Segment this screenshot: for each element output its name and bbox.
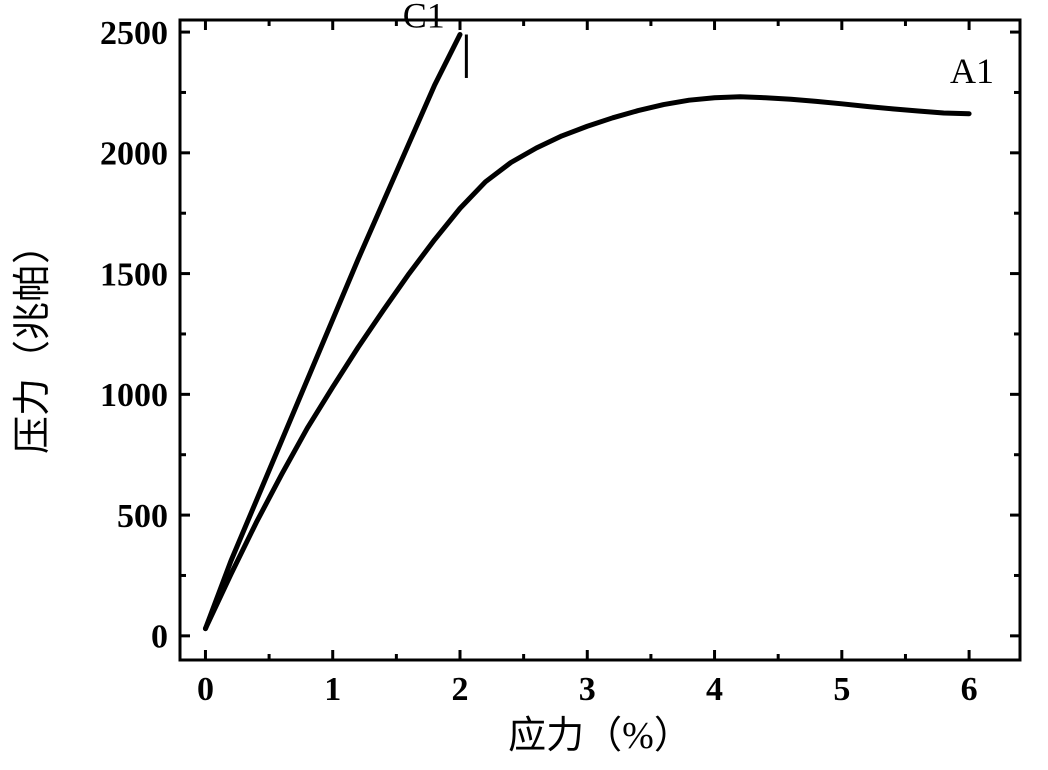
x-tick-label: 1 — [324, 671, 341, 708]
x-tick-label: 0 — [197, 671, 214, 708]
y-tick-label: 500 — [117, 498, 168, 535]
x-axis-label: 应力（%） — [508, 715, 692, 757]
x-tick-label: 4 — [706, 671, 723, 708]
y-tick-label: 1000 — [100, 377, 168, 414]
y-tick-label: 1500 — [100, 256, 168, 293]
x-tick-label: 5 — [833, 671, 850, 708]
stress-strain-chart: 0 1 2 3 4 5 6 0 500 1000 1500 2000 2500 应力（%） 压力（兆帕） C1… — [0, 0, 1048, 770]
y-tick-label: 2500 — [100, 15, 168, 52]
y-axis-label: 压力（兆帕） — [12, 226, 54, 454]
x-tick-label: 2 — [452, 671, 469, 708]
series-label-C1: C1 — [403, 0, 445, 35]
series-label-A1: A1 — [950, 51, 994, 91]
y-tick-label: 2000 — [100, 136, 168, 173]
x-tick-label: 6 — [961, 671, 978, 708]
x-tick-label: 3 — [579, 671, 596, 708]
chart-container: 0 1 2 3 4 5 6 0 500 1000 1500 2000 2500 应力（%） 压力（兆帕） C1… — [0, 0, 1048, 770]
y-tick-label: 0 — [151, 619, 168, 656]
